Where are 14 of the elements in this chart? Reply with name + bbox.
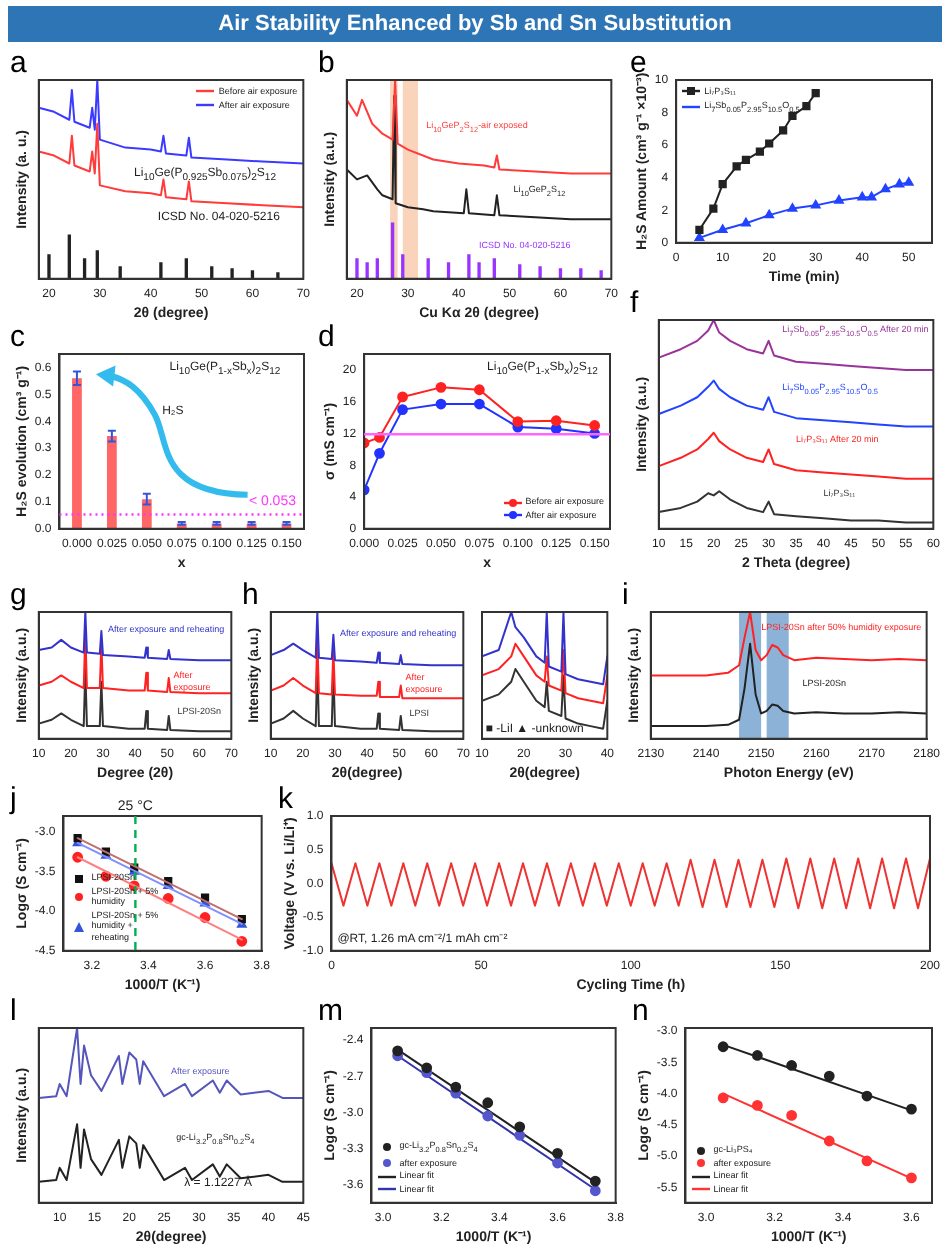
text: Air Stability Enhanced by Sb and Sn Substitution <box>8 6 942 42</box>
chart-subtitle: f <box>630 286 639 320</box>
chart-subtitle: h <box>242 578 259 612</box>
chart-subtitle: n <box>632 994 649 1028</box>
chart-subtitle: d <box>318 320 335 354</box>
chart-subtitle: i <box>622 578 629 612</box>
chart-subtitle: k <box>278 782 293 816</box>
chart-subtitle: j <box>10 782 17 816</box>
chart-subtitle: m <box>318 994 343 1028</box>
chart-subtitle: a <box>10 46 27 80</box>
chart-subtitle: l <box>10 994 17 1028</box>
chart-subtitle: g <box>10 578 27 612</box>
chart-subtitle: c <box>10 320 25 354</box>
chart-subtitle: b <box>318 46 335 80</box>
